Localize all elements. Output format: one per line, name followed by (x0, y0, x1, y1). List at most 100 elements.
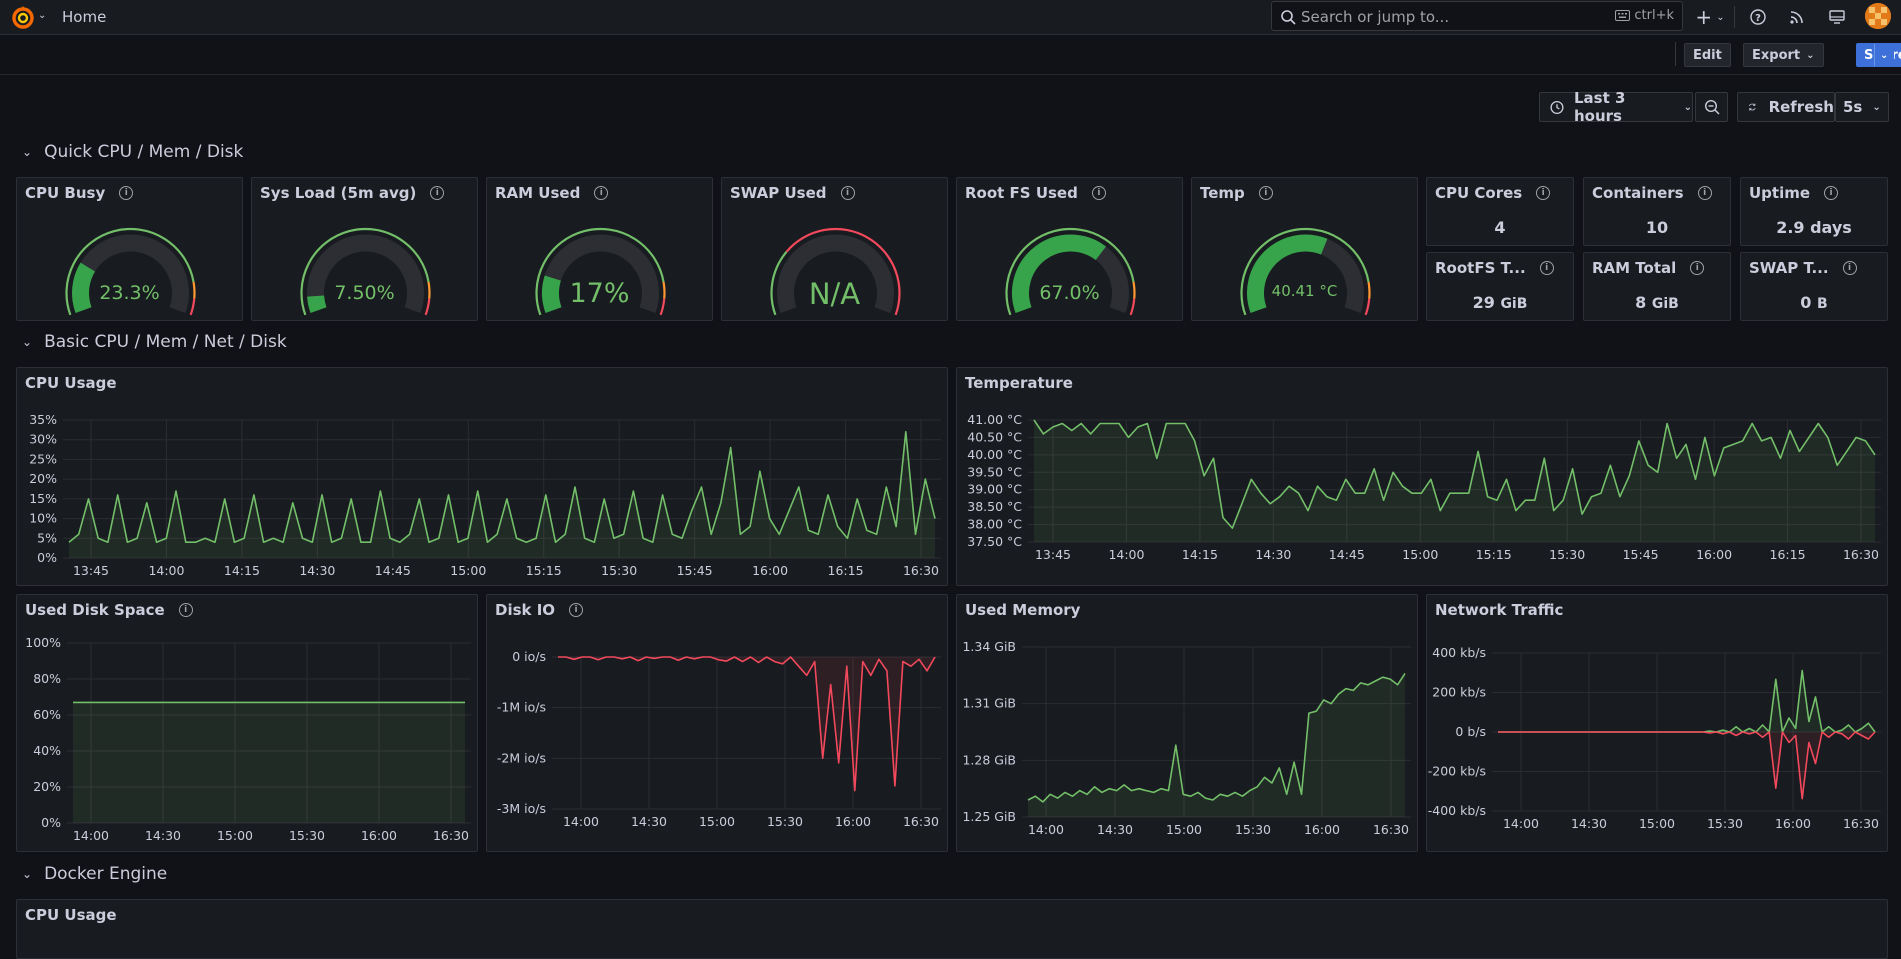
info-icon[interactable]: i (1842, 261, 1857, 275)
gauge-chart (535, 227, 666, 316)
news-button[interactable] (1786, 6, 1808, 28)
panel-disk-io[interactable]: Disk IO i 0 io/s -1M io/s -2M io/s -3M io/s 1… (486, 594, 948, 852)
y-tick-label: 0 b/s (1455, 724, 1486, 739)
panel-gauge[interactable]: SWAP Used i N/A (721, 177, 948, 321)
gauge-threshold-red (1364, 298, 1371, 316)
panel-title: Disk IO i (495, 601, 584, 619)
chevron-down-icon[interactable]: ⌄ (38, 10, 47, 21)
info-icon[interactable]: i (1824, 186, 1839, 200)
info-icon[interactable]: i (569, 603, 584, 617)
info-icon[interactable]: i (1536, 186, 1551, 200)
info-icon[interactable]: i (1697, 186, 1712, 200)
panel-stat[interactable]: RootFS T... i 29 GiB (1426, 252, 1574, 321)
panel-docker-cpu-usage[interactable]: CPU Usage (16, 899, 1888, 959)
help-button[interactable]: ? (1747, 6, 1769, 28)
info-icon[interactable]: i (178, 603, 193, 617)
x-tick-label: 14:00 (148, 563, 184, 578)
gauge-chart (1240, 227, 1371, 316)
gauge-threshold-orange (662, 281, 666, 299)
x-tick-label: 15:00 (699, 814, 735, 829)
x-tick-label: 16:00 (835, 814, 871, 829)
zoom-out-button[interactable] (1695, 92, 1728, 122)
x-tick-label: 15:30 (601, 563, 637, 578)
x-tick-label: 14:30 (631, 814, 667, 829)
info-icon[interactable]: i (1258, 186, 1273, 200)
panel-stat[interactable]: Uptime i 2.9 days (1740, 177, 1888, 246)
zoom-out-icon (1704, 99, 1720, 115)
gauge-threshold-red (659, 298, 666, 316)
grafana-logo-icon[interactable] (10, 4, 36, 30)
panel-gauge[interactable]: CPU Busy i 23.3% (16, 177, 243, 321)
panel-title: CPU Cores i (1435, 184, 1551, 202)
edit-button[interactable]: Edit (1684, 43, 1731, 67)
panel-temperature[interactable]: Temperature 41.00 °C 40.50 °C 40.00 °C 39.5… (956, 367, 1888, 586)
share-dropdown-button[interactable]: ⌄ (1874, 43, 1894, 67)
refresh-button[interactable]: Refresh (1737, 92, 1835, 122)
row-header-quick[interactable]: ⌄ Quick CPU / Mem / Disk (22, 142, 244, 162)
row-header-basic[interactable]: ⌄ Basic CPU / Mem / Net / Disk (22, 332, 287, 352)
series-line (68, 430, 936, 543)
x-tick-label: 16:00 (1304, 822, 1340, 837)
kiosk-mode-button[interactable] (1826, 6, 1848, 28)
info-icon[interactable]: i (430, 186, 445, 200)
y-tick-label: -3M io/s (497, 801, 546, 816)
gauge-value-arc (542, 275, 562, 314)
export-button[interactable]: Export ⌄ (1743, 43, 1824, 67)
panel-used-memory[interactable]: Used Memory 1.34 GiB 1.31 GiB 1.28 GiB 1.25… (956, 594, 1418, 852)
panel-stat[interactable]: CPU Cores i 4 (1426, 177, 1574, 246)
panel-stat[interactable]: SWAP T... i 0 B (1740, 252, 1888, 321)
panel-gauge[interactable]: RAM Used i 17% (486, 177, 713, 321)
panel-gauge[interactable]: Temp i 40.41 °C (1191, 177, 1418, 321)
gauge-value-arc (307, 295, 327, 314)
gauge-value: 17% (569, 278, 630, 309)
y-tick-label: 25% (29, 451, 57, 466)
avatar[interactable] (1865, 3, 1891, 29)
panel-stat[interactable]: RAM Total i 8 GiB (1583, 252, 1731, 321)
y-tick-label: 40% (33, 743, 61, 758)
gauge-threshold-red (424, 298, 431, 316)
rss-icon (1790, 11, 1803, 24)
row-header-docker[interactable]: ⌄ Docker Engine (22, 864, 168, 884)
info-icon[interactable]: i (1091, 186, 1106, 200)
panel-cpu-usage[interactable]: CPU Usage 35% 30% 25% 20% 15% 10% 5% 0% 13:45 14:… (16, 367, 948, 586)
y-tick-label: 20% (29, 471, 57, 486)
keyboard-icon (1615, 10, 1631, 21)
info-icon[interactable]: i (1690, 261, 1705, 275)
x-tick-label: 14:00 (563, 814, 599, 829)
x-tick-label: 14:15 (224, 563, 260, 578)
panel-stat[interactable]: Containers i 10 (1583, 177, 1731, 246)
stat-value: 2.9 days (1776, 218, 1852, 237)
search-input[interactable]: Search or jump to... ctrl+k (1271, 1, 1683, 31)
panel-used-disk-space[interactable]: Used Disk Space i 100% 80% 60% 40% 20% 0% 14:00… (16, 594, 478, 852)
panel-gauge[interactable]: Root FS Used i 67.0% (956, 177, 1183, 321)
gauge-threshold-green (535, 227, 665, 316)
time-range-picker[interactable]: Last 3 hours ⌄ (1539, 89, 1693, 125)
gauge-threshold-green (65, 227, 195, 316)
x-tick-label: 15:30 (1235, 822, 1271, 837)
x-tick-label: 15:00 (450, 563, 486, 578)
gauge-threshold-red (785, 227, 901, 316)
panel-network-traffic[interactable]: Network Traffic 400 kb/s 200 kb/s 0 b/s -20… (1426, 594, 1888, 852)
chevron-down-icon: ⌄ (1683, 101, 1692, 113)
axis: 41.00 °C 40.50 °C 40.00 °C 39.50 °C 39.00 °C… (967, 412, 1881, 562)
x-tick-label: 14:45 (1329, 547, 1365, 562)
info-icon[interactable]: i (840, 186, 855, 200)
x-tick-label: 14:30 (145, 828, 181, 843)
panel-title: Network Traffic (1435, 601, 1564, 619)
add-new-button[interactable]: + ⌄ (1693, 5, 1727, 29)
info-icon[interactable]: i (119, 186, 134, 200)
info-icon[interactable]: i (1539, 261, 1554, 275)
x-tick-label: 14:00 (1028, 822, 1064, 837)
info-icon[interactable]: i (594, 186, 609, 200)
refresh-interval-picker[interactable]: 5s ⌄ (1835, 92, 1889, 122)
search-icon (1281, 10, 1296, 25)
cpu-usage-chart: 35% 30% 25% 20% 15% 10% 5% 0% 13:45 14:00 14:15 14:… (29, 412, 941, 578)
x-tick-label: 13:45 (73, 563, 109, 578)
panel-gauge[interactable]: Sys Load (5m avg) i 7.50% (251, 177, 478, 321)
chevron-down-icon: ⌄ (1880, 49, 1889, 61)
chevron-down-icon: ⌄ (1716, 11, 1725, 23)
chevron-down-icon: ⌄ (1872, 101, 1881, 113)
user-avatar-icon (1865, 3, 1891, 29)
breadcrumb[interactable]: Home (62, 8, 107, 26)
x-tick-label: 15:00 (1639, 816, 1675, 831)
